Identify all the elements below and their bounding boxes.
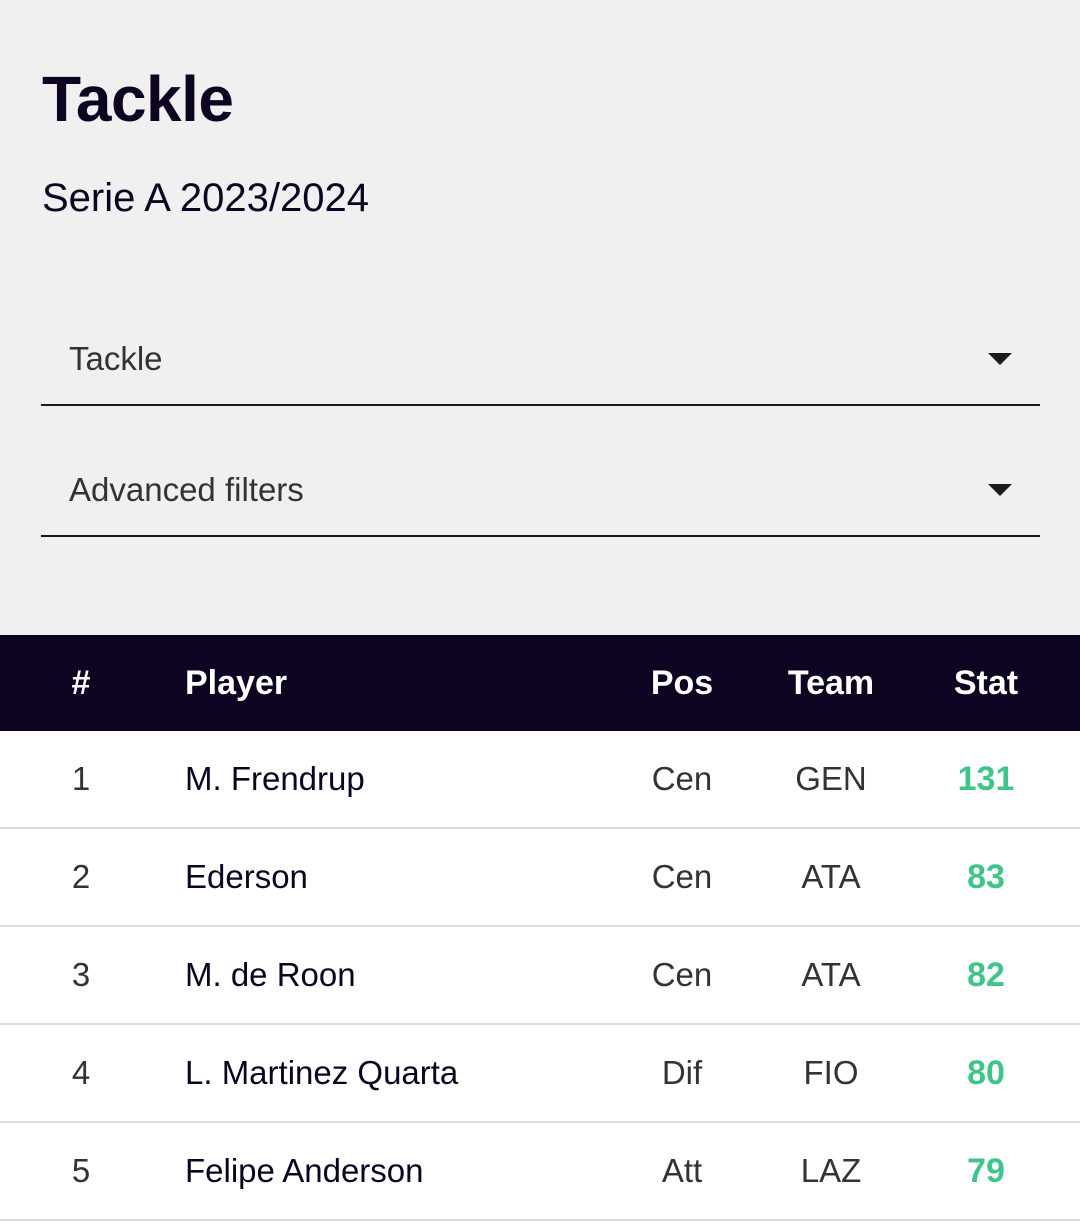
table-row[interactable]: 2 Ederson Cen ATA 83 — [0, 829, 1080, 927]
pos-cell: Dif — [661, 1054, 703, 1091]
team-cell: FIO — [803, 1054, 859, 1091]
table-header: # Player Pos Team Stat — [0, 635, 1080, 731]
team-cell: LAZ — [800, 1152, 862, 1189]
table-row[interactable]: 4 L. Martinez Quarta Dif FIO 80 — [0, 1025, 1080, 1123]
advanced-filters-select[interactable]: Advanced filters — [41, 457, 1040, 537]
rank-cell: 3 — [71, 956, 91, 993]
stat-cell: 79 — [967, 1151, 1005, 1190]
team-cell: ATA — [801, 858, 861, 895]
stat-select[interactable]: Tackle — [41, 326, 1040, 406]
player-cell[interactable]: L. Martinez Quarta — [185, 1054, 459, 1091]
stat-cell: 80 — [967, 1053, 1005, 1092]
table-body: 1 M. Frendrup Cen GEN 131 2 Ederson Cen … — [0, 731, 1080, 1221]
player-cell[interactable]: M. de Roon — [185, 956, 356, 993]
filters-panel: Tackle Serie A 2023/2024 Tackle Advanced… — [0, 0, 1080, 635]
column-header-stat[interactable]: Stat — [953, 663, 1019, 702]
rank-cell: 1 — [71, 760, 91, 797]
caret-down-icon — [988, 484, 1012, 496]
page-title: Tackle — [42, 63, 234, 135]
column-header-rank[interactable]: # — [71, 663, 91, 702]
column-header-team[interactable]: Team — [787, 663, 875, 702]
pos-cell: Att — [661, 1152, 703, 1189]
table-row[interactable]: 1 M. Frendrup Cen GEN 131 — [0, 731, 1080, 829]
player-cell[interactable]: Ederson — [185, 858, 308, 895]
team-cell: ATA — [801, 956, 861, 993]
stat-cell: 83 — [967, 857, 1005, 896]
caret-down-icon — [988, 353, 1012, 365]
stat-cell: 82 — [967, 955, 1005, 994]
player-cell[interactable]: M. Frendrup — [185, 760, 365, 797]
pos-cell: Cen — [651, 956, 713, 993]
advanced-filters-label: Advanced filters — [69, 471, 304, 508]
rank-cell: 5 — [71, 1152, 91, 1189]
player-cell[interactable]: Felipe Anderson — [185, 1152, 424, 1189]
column-header-player[interactable]: Player — [185, 663, 288, 702]
page-subtitle: Serie A 2023/2024 — [42, 176, 369, 220]
column-header-pos[interactable]: Pos — [650, 663, 714, 702]
pos-cell: Cen — [651, 760, 713, 797]
table-row[interactable]: 5 Felipe Anderson Att LAZ 79 — [0, 1123, 1080, 1221]
table-row[interactable]: 3 M. de Roon Cen ATA 82 — [0, 927, 1080, 1025]
stat-select-value: Tackle — [69, 340, 163, 377]
rank-cell: 4 — [71, 1054, 91, 1091]
rank-cell: 2 — [71, 858, 91, 895]
stat-cell: 131 — [957, 759, 1015, 798]
pos-cell: Cen — [651, 858, 713, 895]
team-cell: GEN — [795, 760, 867, 797]
